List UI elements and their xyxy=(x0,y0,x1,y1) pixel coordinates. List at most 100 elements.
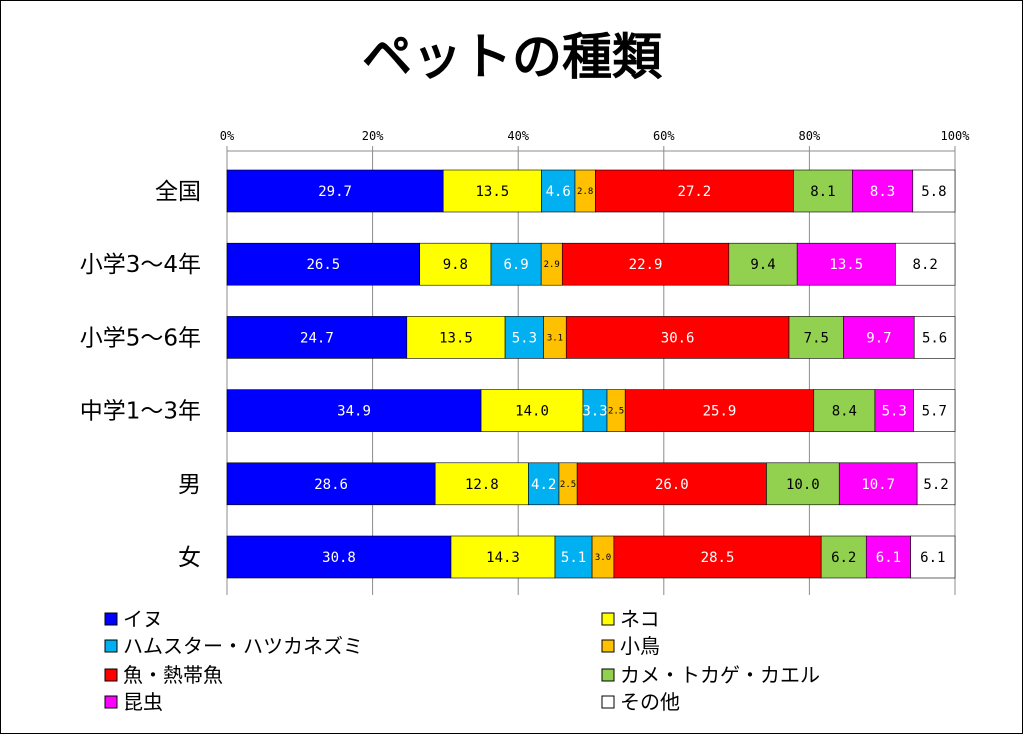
legend-label: 昆虫 xyxy=(123,690,163,714)
bars: 29.7 13.5 4.6 2.8 27.2 8.1 8.3 5.8 26.5 9.8 6.9 2.9… xyxy=(226,169,956,579)
legend-item: イヌ xyxy=(104,607,163,631)
bar-segment xyxy=(226,462,436,506)
data-label: 26.0 xyxy=(655,477,689,493)
data-label: 5.1 xyxy=(561,550,586,566)
data-label: 9.4 xyxy=(750,257,775,273)
bar-segment xyxy=(595,169,794,213)
legend-label: 魚・熱帯魚 xyxy=(123,663,223,687)
bar-segment xyxy=(565,316,790,359)
x-tick-label: 40% xyxy=(507,129,529,143)
legend-swatch xyxy=(601,695,615,709)
data-label: 5.2 xyxy=(923,477,948,493)
bar-segment xyxy=(913,389,956,432)
data-label: 8.1 xyxy=(810,184,835,200)
data-label: 2.5 xyxy=(560,480,576,490)
bar-segment xyxy=(226,242,421,286)
data-label: 3.1 xyxy=(547,333,563,343)
legend-item: 昆虫 xyxy=(104,690,163,714)
category-label: 小学3～4年 xyxy=(80,252,201,278)
bar-segment xyxy=(582,389,608,432)
bar-segment xyxy=(226,316,408,359)
data-label: 9.7 xyxy=(866,330,891,346)
data-label: 29.7 xyxy=(318,184,352,200)
legend-label: ハムスター・ハツカネズミ xyxy=(123,634,363,658)
bar-segment xyxy=(561,242,730,286)
bar-segment xyxy=(913,316,956,359)
x-tick-label: 0% xyxy=(220,129,235,143)
bar-segment xyxy=(895,242,956,286)
data-label: 3.0 xyxy=(595,553,611,563)
data-label: 5.8 xyxy=(921,184,946,200)
bar-segment xyxy=(843,316,915,359)
x-tick-label: 60% xyxy=(653,129,675,143)
data-label: 34.9 xyxy=(337,404,371,420)
bar-segment xyxy=(766,462,840,506)
category-label: 女 xyxy=(178,545,201,571)
bar-segment xyxy=(226,535,452,579)
data-label: 2.8 xyxy=(577,187,593,197)
data-label: 8.4 xyxy=(832,404,857,420)
data-label: 13.5 xyxy=(475,184,509,200)
legend-swatch xyxy=(104,695,118,709)
legend-label: ネコ xyxy=(620,607,660,631)
x-tick-label: 100% xyxy=(941,129,971,143)
data-label: 4.6 xyxy=(546,184,571,200)
category-label: 男 xyxy=(178,472,201,498)
bar-segment xyxy=(820,535,867,579)
legend-swatch xyxy=(601,639,615,653)
bar-segment xyxy=(490,242,542,286)
data-label: 30.6 xyxy=(661,330,695,346)
data-label: 30.8 xyxy=(322,550,356,566)
data-label: 8.3 xyxy=(870,184,895,200)
legend-item: ハムスター・ハツカネズミ xyxy=(104,634,363,658)
bar-segment xyxy=(576,462,767,506)
data-label: 12.8 xyxy=(465,477,499,493)
bar-segment xyxy=(554,535,593,579)
chart-title: ペットの種類 xyxy=(362,28,663,86)
x-tick-label: 80% xyxy=(799,129,821,143)
bar-segment xyxy=(916,462,956,506)
gridlines xyxy=(226,146,956,595)
bar-segment xyxy=(838,462,918,506)
legend-label: 小鳥 xyxy=(620,634,660,658)
bar-segment xyxy=(226,389,482,432)
bar-segment xyxy=(852,169,914,213)
data-label: 5.7 xyxy=(922,404,947,420)
bar-segment xyxy=(865,535,911,579)
bar-segment xyxy=(442,169,542,213)
legend-swatch xyxy=(601,612,615,626)
data-label: 7.5 xyxy=(804,330,829,346)
bar-segment xyxy=(788,316,844,359)
data-label: 6.9 xyxy=(503,257,528,273)
bar-segment xyxy=(434,462,529,506)
bar-segment xyxy=(874,389,914,432)
legend-label: カメ・トカゲ・カエル xyxy=(620,663,820,687)
data-label: 9.8 xyxy=(443,257,468,273)
bar-segment xyxy=(793,169,853,213)
x-tick-label: 20% xyxy=(362,129,384,143)
legend-swatch xyxy=(601,668,615,682)
bar-segment xyxy=(613,535,822,579)
x-axis-ticks: 0% 20% 40% 60% 80% 100% xyxy=(220,129,970,143)
legend-item: 魚・熱帯魚 xyxy=(104,663,223,687)
data-label: 5.3 xyxy=(882,404,907,420)
data-label: 6.2 xyxy=(831,550,856,566)
data-label: 4.2 xyxy=(531,477,556,493)
bar-segment xyxy=(541,169,576,213)
data-label: 24.7 xyxy=(300,330,334,346)
data-label: 5.6 xyxy=(922,330,947,346)
bar-segment xyxy=(480,389,584,432)
legend-swatch xyxy=(104,612,118,626)
legend-label: その他 xyxy=(620,690,680,714)
category-label: 全国 xyxy=(155,179,201,205)
data-label: 2.5 xyxy=(608,407,624,417)
data-label: 28.6 xyxy=(314,477,348,493)
data-label: 3.3 xyxy=(582,404,607,420)
data-label: 25.9 xyxy=(703,404,737,420)
data-label: 8.2 xyxy=(913,257,938,273)
legend-swatch xyxy=(104,639,118,653)
legend-item: カメ・トカゲ・カエル xyxy=(601,663,820,687)
